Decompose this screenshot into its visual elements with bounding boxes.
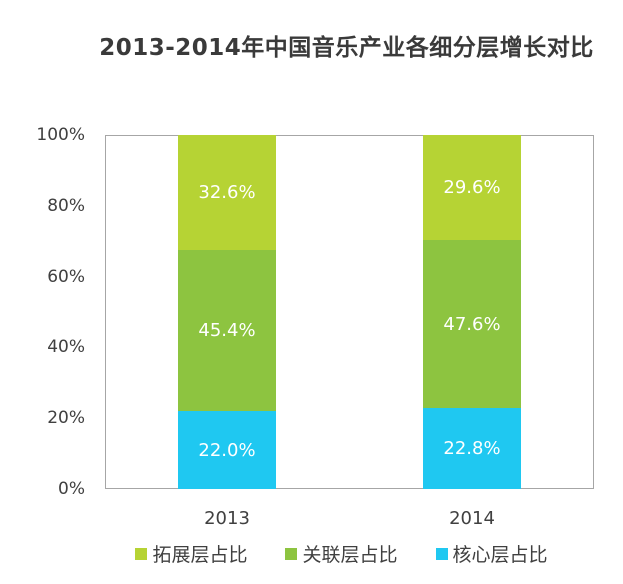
y-tick-label: 60% bbox=[47, 266, 85, 287]
legend-swatch-icon bbox=[285, 547, 298, 560]
legend-swatch-icon bbox=[135, 547, 148, 560]
y-tick-label: 100% bbox=[36, 125, 85, 145]
bar-segment: 22.8% bbox=[423, 408, 521, 489]
legend-label: 关联层占比 bbox=[302, 544, 398, 566]
bar-segment: 47.6% bbox=[423, 239, 521, 409]
bar-segment: 22.0% bbox=[178, 411, 276, 489]
legend-item: 核心层占比 bbox=[435, 540, 548, 567]
y-tick-label: 0% bbox=[58, 479, 85, 499]
chart-title: 2013-2014年中国音乐产业各细分层增长对比 bbox=[99, 35, 594, 61]
bar-segment: 45.4% bbox=[178, 250, 276, 412]
y-tick-label: 40% bbox=[47, 337, 85, 358]
y-tick-label: 20% bbox=[47, 408, 85, 429]
legend-label: 拓展层占比 bbox=[152, 544, 248, 566]
x-tick-label: 2014 bbox=[449, 508, 495, 529]
stacked-bar-2014: 29.6% 47.6% 22.8% bbox=[423, 135, 521, 489]
bar-segment: 32.6% bbox=[178, 135, 276, 251]
legend-item: 关联层占比 bbox=[285, 540, 398, 567]
y-tick-label: 80% bbox=[47, 195, 85, 216]
stacked-bar-2013: 32.6% 45.4% 22.0% bbox=[178, 135, 276, 489]
legend-label: 核心层占比 bbox=[452, 544, 548, 566]
legend-swatch-icon bbox=[435, 547, 448, 560]
legend-item: 拓展层占比 bbox=[135, 540, 247, 567]
bar-segment: 29.6% bbox=[423, 135, 521, 240]
legend: 拓展层占比 关联层占比 核心层占比 bbox=[0, 540, 623, 567]
x-tick-label: 2013 bbox=[204, 508, 250, 529]
